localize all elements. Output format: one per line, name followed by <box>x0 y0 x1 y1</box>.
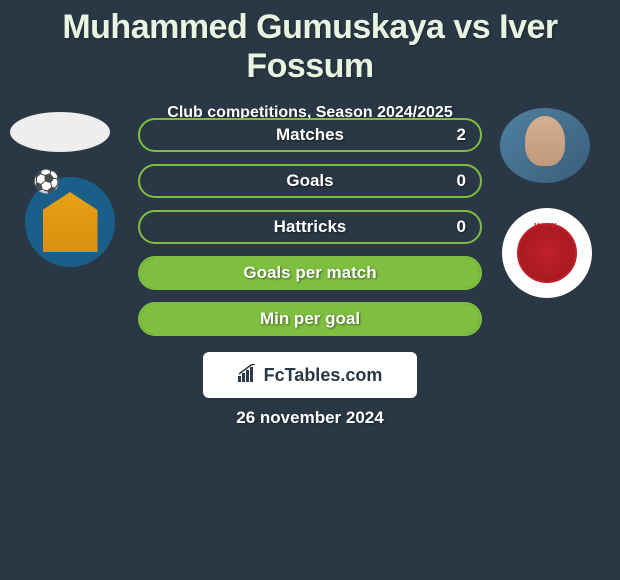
stat-label: Hattricks <box>274 217 347 237</box>
stat-label: Min per goal <box>260 309 360 329</box>
stat-row: Min per goal <box>138 302 482 336</box>
stat-row: Goals 0 <box>138 164 482 198</box>
player-right-avatar <box>500 108 590 183</box>
stat-row: Hattricks 0 <box>138 210 482 244</box>
stat-label: Goals <box>286 171 333 191</box>
date-line: 26 november 2024 <box>0 408 620 428</box>
comparison-card: Muhammed Gumuskaya vs Iver Fossum Club c… <box>0 0 620 580</box>
chart-icon <box>238 364 260 387</box>
branding-badge: FcTables.com <box>203 352 417 398</box>
branding-text: FcTables.com <box>264 365 383 386</box>
player-left-avatar <box>10 112 110 152</box>
stat-label: Matches <box>276 125 344 145</box>
stat-label: Goals per match <box>243 263 376 283</box>
club-right-badge <box>502 208 592 298</box>
club-left-badge <box>25 177 115 267</box>
stat-value-right: 2 <box>457 125 466 145</box>
stat-value-right: 0 <box>457 217 466 237</box>
stat-row: Goals per match <box>138 256 482 290</box>
stats-area: Matches 2 Goals 0 Hattricks 0 Goals per … <box>138 118 482 348</box>
stat-row: Matches 2 <box>138 118 482 152</box>
page-title: Muhammed Gumuskaya vs Iver Fossum <box>0 0 620 86</box>
stat-value-right: 0 <box>457 171 466 191</box>
